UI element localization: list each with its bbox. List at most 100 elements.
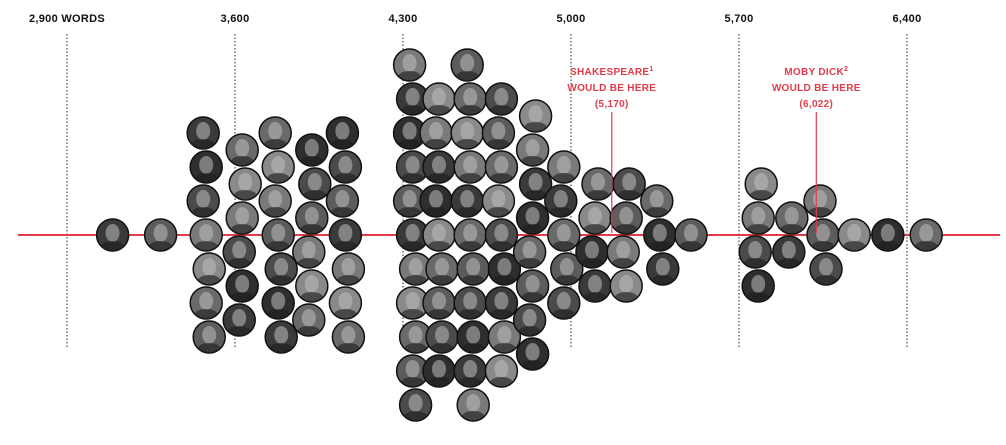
data-point [95,218,130,252]
data-point [192,320,226,354]
tick-label-6400: 6,400 [892,13,921,25]
data-point [512,303,547,337]
data-point [453,150,487,184]
data-point [837,218,871,252]
data-point [422,150,456,184]
data-point [450,116,484,150]
data-point [575,235,609,269]
data-point [806,218,840,252]
data-point [295,133,329,167]
data-point [484,82,519,116]
data-point [228,167,262,201]
data-point [264,252,298,286]
data-point [331,252,366,286]
data-points [95,48,943,422]
footnote-marker: 2 [844,66,848,73]
data-point [609,201,643,235]
data-point [544,184,578,218]
data-point [512,235,547,269]
data-point [186,184,220,218]
data-point [487,252,522,286]
data-point [456,252,490,286]
data-point [425,252,459,286]
data-point [295,201,329,235]
data-point [189,218,223,252]
data-point [484,218,519,252]
annotation-text: WOULD BE HERE [567,83,656,94]
data-point [456,320,490,354]
data-point [264,320,298,354]
data-point [484,150,519,184]
data-point [515,337,550,371]
data-point [643,218,677,252]
data-point [518,167,553,201]
annotation-text: (5,170) [595,99,629,110]
annotation-text: (6,022) [799,99,833,110]
data-point [775,201,809,235]
data-point [481,184,516,218]
data-point [392,48,427,82]
data-point [481,116,516,150]
data-point [398,252,433,286]
data-point [258,184,292,218]
data-point [292,303,326,337]
data-point [398,320,433,354]
data-point [425,320,459,354]
data-point [578,269,612,303]
data-point [422,354,456,388]
data-point [640,184,674,218]
data-point [225,269,259,303]
data-point [453,354,487,388]
data-point [419,184,453,218]
data-point [456,388,490,422]
data-point [192,252,226,286]
data-point [578,201,612,235]
data-point [261,218,295,252]
data-point [803,184,837,218]
data-point [422,218,456,252]
data-point [450,184,484,218]
tick-label-5700: 5,700 [724,13,753,25]
data-point [398,388,433,422]
data-point [612,167,646,201]
data-point [741,201,775,235]
data-point [143,218,178,252]
data-point [744,167,778,201]
data-point [515,133,550,167]
data-point [392,116,427,150]
annotations: SHAKESPEARE1 WOULD BE HERE (5,170) MOBY DIC… [567,66,860,233]
data-point [325,116,360,150]
data-point [328,218,363,252]
annotation-2: MOBY DICK2 WOULD BE HERE (6,022) [772,66,861,233]
annotation-text: SHAKESPEARE1 [570,66,654,78]
data-point [484,286,519,320]
data-point [325,184,360,218]
data-point [550,252,584,286]
data-point [487,320,522,354]
data-point [222,235,256,269]
data-point [453,286,487,320]
data-point [295,269,329,303]
data-point [547,286,581,320]
data-point [189,150,223,184]
data-point [419,116,453,150]
tick-labels: 2,900 WORDS 3,600 4,300 5,000 5,700 6,400 [29,13,921,25]
data-point [646,252,680,286]
data-point [809,252,843,286]
data-point [741,269,775,303]
annotation-text: WOULD BE HERE [772,83,861,94]
data-point [515,201,550,235]
data-point [738,235,772,269]
data-point [422,286,456,320]
data-point [395,218,430,252]
data-point [909,218,943,252]
data-point [258,116,292,150]
data-point [298,167,332,201]
data-point [395,150,430,184]
tick-label-4300: 4,300 [388,13,417,25]
data-point [871,218,905,252]
data-point [484,354,519,388]
data-point [581,167,615,201]
data-point [453,82,487,116]
